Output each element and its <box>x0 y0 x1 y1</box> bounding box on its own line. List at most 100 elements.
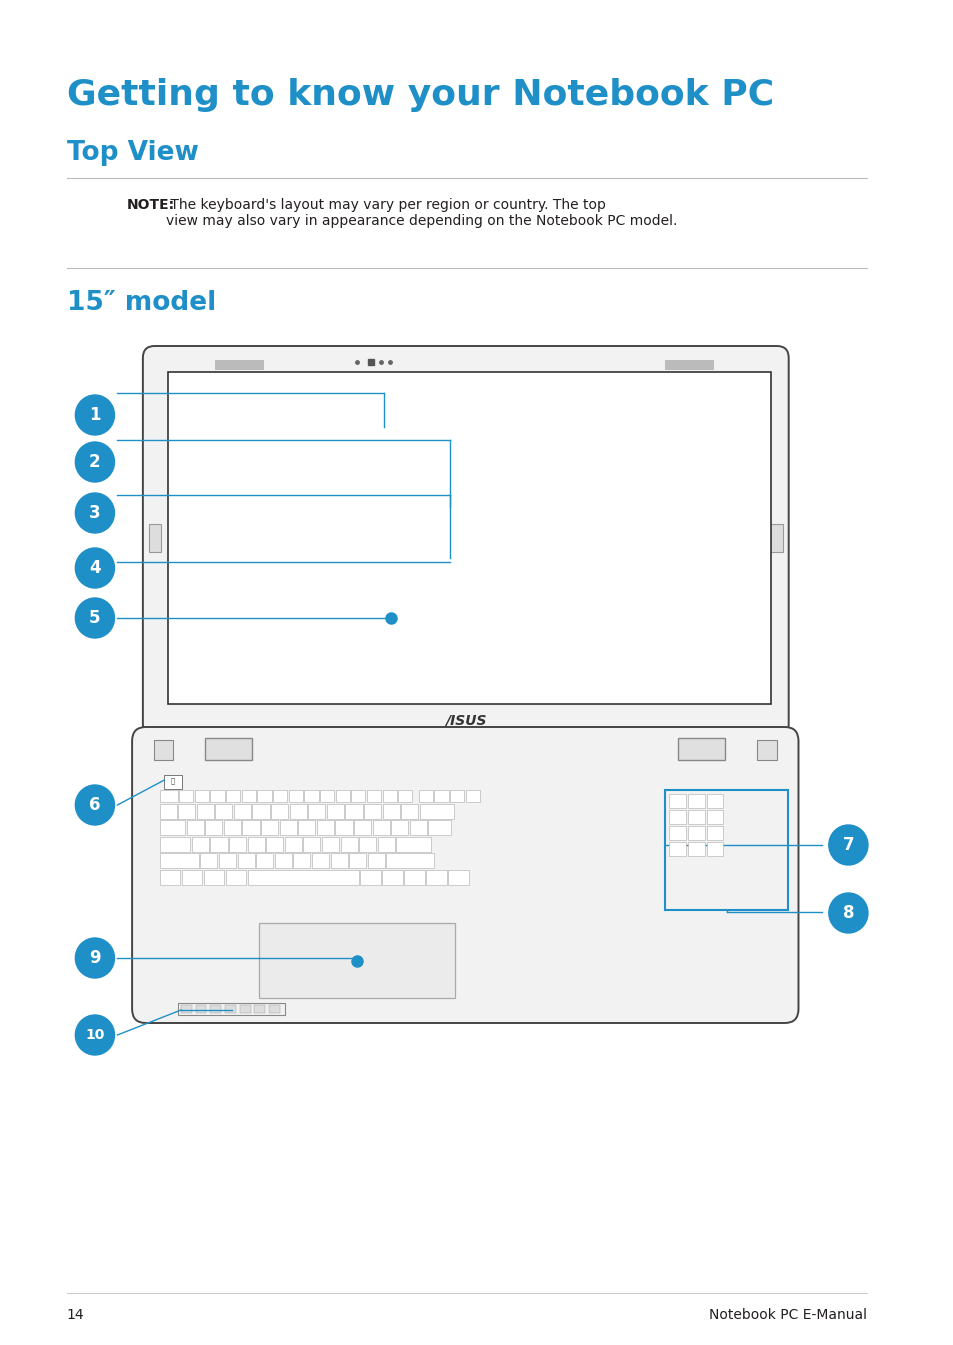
Bar <box>215 803 233 819</box>
Bar <box>382 790 396 802</box>
Bar <box>187 820 204 835</box>
Bar <box>253 803 270 819</box>
Bar <box>401 803 417 819</box>
Bar <box>706 842 722 855</box>
Bar <box>664 790 787 911</box>
Bar <box>159 869 180 885</box>
Bar <box>255 853 273 868</box>
Bar <box>687 842 704 855</box>
Circle shape <box>75 443 114 482</box>
Bar <box>178 1003 284 1015</box>
Bar <box>312 853 329 868</box>
Bar <box>149 525 161 551</box>
Text: NOTE:: NOTE: <box>127 198 175 213</box>
Bar <box>259 923 455 998</box>
Bar <box>179 790 193 802</box>
Text: 2: 2 <box>89 453 101 471</box>
Bar <box>200 853 217 868</box>
Bar <box>354 820 371 835</box>
Bar <box>448 869 469 885</box>
Bar <box>418 790 433 802</box>
Bar <box>669 810 685 824</box>
Circle shape <box>828 893 867 933</box>
Bar <box>242 820 259 835</box>
Bar <box>335 790 350 802</box>
Bar <box>164 775 182 790</box>
Circle shape <box>828 824 867 865</box>
Circle shape <box>75 395 114 434</box>
Bar <box>290 803 307 819</box>
Bar <box>261 820 278 835</box>
Text: ⏻: ⏻ <box>171 777 175 784</box>
FancyBboxPatch shape <box>132 728 798 1024</box>
Bar <box>225 869 246 885</box>
Bar <box>351 790 365 802</box>
Bar <box>159 837 191 851</box>
Bar <box>195 1005 206 1013</box>
Bar <box>419 803 454 819</box>
Text: 7: 7 <box>841 837 853 854</box>
Bar <box>181 869 202 885</box>
Text: Notebook PC E-Manual: Notebook PC E-Manual <box>708 1307 866 1322</box>
Bar <box>273 790 287 802</box>
Bar <box>397 790 412 802</box>
Text: /ISUS: /ISUS <box>444 713 486 728</box>
Bar <box>241 790 255 802</box>
Circle shape <box>75 494 114 533</box>
Text: 8: 8 <box>841 904 853 923</box>
Bar <box>308 803 325 819</box>
Bar <box>254 1005 265 1013</box>
Bar <box>434 790 448 802</box>
Bar <box>203 869 224 885</box>
Bar <box>391 820 408 835</box>
Text: 1: 1 <box>89 406 101 424</box>
Bar <box>224 820 241 835</box>
Bar <box>410 820 426 835</box>
Bar <box>386 853 434 868</box>
Bar <box>678 738 724 760</box>
Bar <box>316 820 334 835</box>
Bar <box>239 1005 251 1013</box>
Bar <box>669 794 685 808</box>
Bar <box>395 837 430 851</box>
Bar <box>248 837 264 851</box>
Bar <box>426 869 446 885</box>
Bar <box>364 803 381 819</box>
Text: 10: 10 <box>85 1028 105 1042</box>
Bar <box>303 837 320 851</box>
Bar <box>211 837 227 851</box>
Bar <box>687 794 704 808</box>
Bar <box>159 853 198 868</box>
Bar <box>181 1005 192 1013</box>
Bar <box>428 820 450 835</box>
Bar <box>298 820 315 835</box>
Bar <box>687 810 704 824</box>
Text: 5: 5 <box>89 609 101 627</box>
Bar <box>293 853 310 868</box>
Bar <box>178 803 195 819</box>
Text: 14: 14 <box>67 1307 84 1322</box>
Bar <box>367 790 381 802</box>
Bar <box>330 853 347 868</box>
Bar <box>159 803 176 819</box>
Bar <box>211 790 224 802</box>
Bar <box>706 810 722 824</box>
Bar <box>215 360 264 370</box>
Bar <box>192 837 209 851</box>
FancyBboxPatch shape <box>143 346 788 736</box>
Bar <box>669 842 685 855</box>
Bar <box>450 790 464 802</box>
Bar <box>335 820 353 835</box>
Text: Getting to know your Notebook PC: Getting to know your Notebook PC <box>67 78 773 112</box>
Bar <box>225 1005 235 1013</box>
Bar <box>404 869 424 885</box>
Bar <box>757 740 776 760</box>
Bar <box>304 790 318 802</box>
Bar <box>340 837 357 851</box>
Bar <box>219 853 235 868</box>
Bar <box>284 837 301 851</box>
Bar <box>257 790 272 802</box>
Bar <box>233 803 251 819</box>
Bar <box>153 740 173 760</box>
Bar <box>769 525 782 551</box>
